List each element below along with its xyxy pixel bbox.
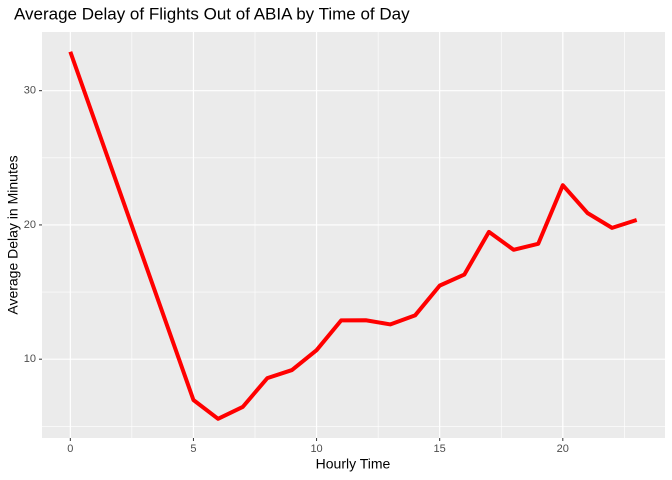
panel: [42, 32, 665, 438]
y-tick-label: 10: [24, 353, 36, 365]
x-tick-label: 10: [310, 443, 322, 455]
y-axis-title: Average Delay in Minutes: [5, 155, 21, 314]
x-tick-label: 15: [434, 443, 446, 455]
chart-title: Average Delay of Flights Out of ABIA by …: [14, 4, 410, 23]
line: [68, 51, 638, 421]
x-tick-label: 0: [67, 443, 73, 455]
x-tick-label: 5: [190, 443, 196, 455]
y-tick-label: 20: [24, 219, 36, 231]
y-tick-label: 30: [24, 85, 36, 97]
x-tick-label: 20: [557, 443, 569, 455]
x-axis-title: Hourly Time: [316, 456, 391, 472]
